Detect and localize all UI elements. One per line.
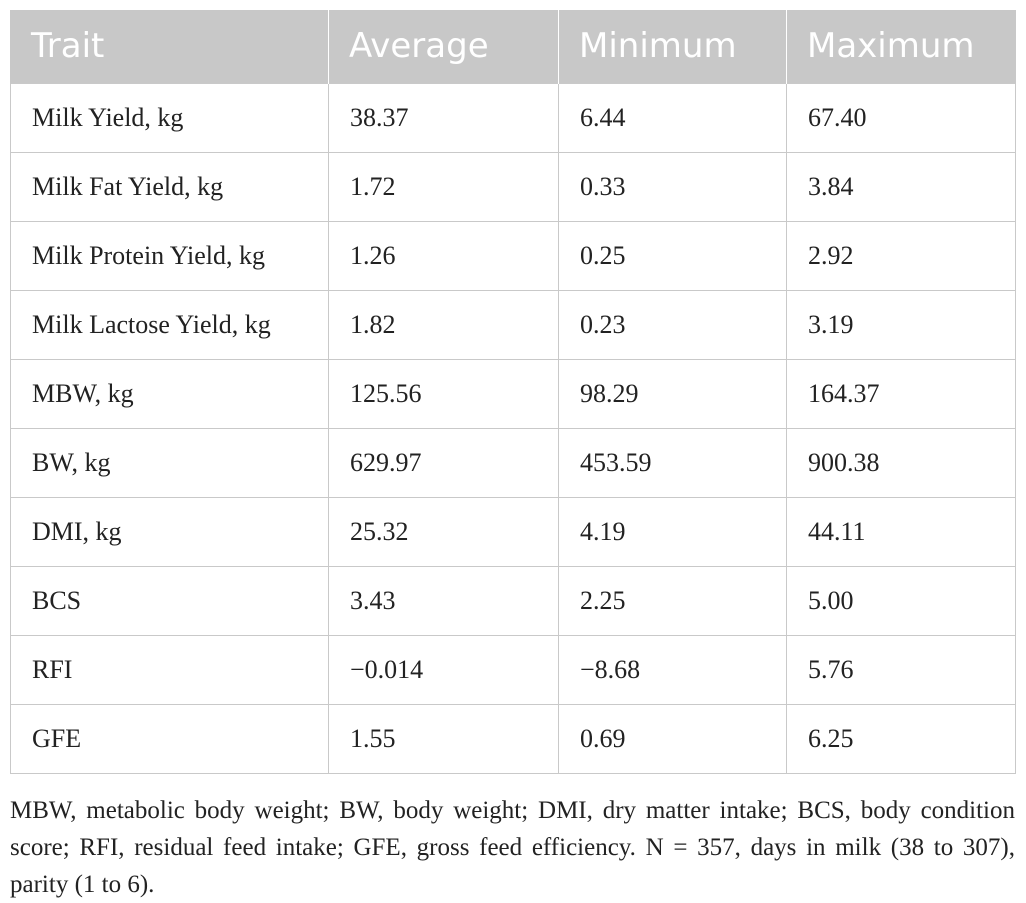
cell-minimum: 0.25: [558, 220, 787, 291]
cell-minimum: 0.23: [558, 289, 787, 360]
cell-maximum: 5.00: [786, 565, 1016, 636]
cell-minimum: 4.19: [558, 496, 787, 567]
table-row: Milk Lactose Yield, kg 1.82 0.23 3.19: [10, 289, 1016, 360]
cell-maximum: 6.25: [786, 703, 1016, 774]
cell-trait: Milk Lactose Yield, kg: [10, 289, 329, 360]
cell-average: 1.82: [328, 289, 559, 360]
cell-maximum: 3.84: [786, 151, 1016, 222]
cell-average: 38.37: [328, 82, 559, 153]
table-row: DMI, kg 25.32 4.19 44.11: [10, 496, 1016, 567]
table-row: Milk Protein Yield, kg 1.26 0.25 2.92: [10, 220, 1016, 291]
cell-average: −0.014: [328, 634, 559, 705]
cell-trait: Milk Yield, kg: [10, 82, 329, 153]
table-row: GFE 1.55 0.69 6.25: [10, 703, 1016, 774]
cell-minimum: 453.59: [558, 427, 787, 498]
cell-trait: Milk Protein Yield, kg: [10, 220, 329, 291]
cell-maximum: 5.76: [786, 634, 1016, 705]
cell-average: 1.55: [328, 703, 559, 774]
table-row: Milk Fat Yield, kg 1.72 0.33 3.84: [10, 151, 1016, 222]
cell-average: 125.56: [328, 358, 559, 429]
header-row: Trait Average Minimum Maximum: [10, 10, 1016, 83]
table-row: RFI −0.014 −8.68 5.76: [10, 634, 1016, 705]
cell-trait: DMI, kg: [10, 496, 329, 567]
cell-maximum: 3.19: [786, 289, 1016, 360]
table-row: Milk Yield, kg 38.37 6.44 67.40: [10, 82, 1016, 153]
cell-minimum: 98.29: [558, 358, 787, 429]
cell-trait: BCS: [10, 565, 329, 636]
cell-maximum: 2.92: [786, 220, 1016, 291]
cell-maximum: 44.11: [786, 496, 1016, 567]
cell-minimum: 6.44: [558, 82, 787, 153]
cell-average: 1.26: [328, 220, 559, 291]
table-row: MBW, kg 125.56 98.29 164.37: [10, 358, 1016, 429]
cell-maximum: 900.38: [786, 427, 1016, 498]
column-header-trait: Trait: [10, 10, 329, 83]
column-header-minimum: Minimum: [558, 10, 787, 83]
cell-maximum: 67.40: [786, 82, 1016, 153]
cell-average: 629.97: [328, 427, 559, 498]
cell-trait: Milk Fat Yield, kg: [10, 151, 329, 222]
column-header-maximum: Maximum: [786, 10, 1016, 83]
table-footnote: MBW, metabolic body weight; BW, body wei…: [10, 797, 1015, 898]
column-header-average: Average: [328, 10, 559, 83]
cell-average: 25.32: [328, 496, 559, 567]
cell-minimum: 0.33: [558, 151, 787, 222]
cell-minimum: −8.68: [558, 634, 787, 705]
cell-trait: GFE: [10, 703, 329, 774]
cell-average: 3.43: [328, 565, 559, 636]
cell-minimum: 2.25: [558, 565, 787, 636]
cell-average: 1.72: [328, 151, 559, 222]
trait-summary-table: Trait Average Minimum Maximum Milk Yield…: [10, 10, 1016, 774]
table-header: Trait Average Minimum Maximum: [10, 10, 1016, 83]
cell-minimum: 0.69: [558, 703, 787, 774]
cell-maximum: 164.37: [786, 358, 1016, 429]
table-row: BCS 3.43 2.25 5.00: [10, 565, 1016, 636]
table-body: Milk Yield, kg 38.37 6.44 67.40 Milk Fat…: [10, 82, 1016, 774]
cell-trait: MBW, kg: [10, 358, 329, 429]
cell-trait: BW, kg: [10, 427, 329, 498]
cell-trait: RFI: [10, 634, 329, 705]
table-row: BW, kg 629.97 453.59 900.38: [10, 427, 1016, 498]
data-table-container: Trait Average Minimum Maximum Milk Yield…: [10, 10, 1016, 774]
